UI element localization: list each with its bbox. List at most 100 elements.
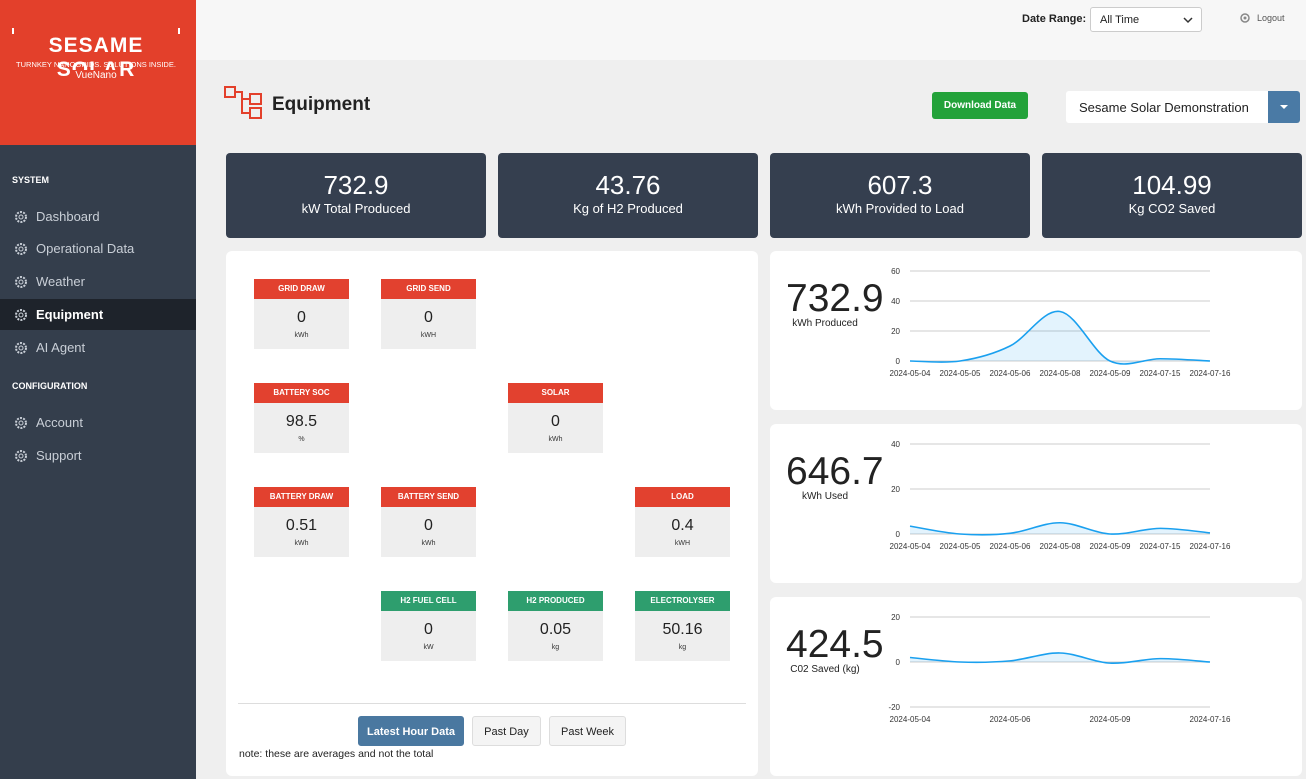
y-tick-label: 0 xyxy=(896,357,901,366)
tile-header: BATTERY DRAW xyxy=(254,487,349,507)
icon-ring xyxy=(15,417,27,429)
x-tick-label: 2024-05-06 xyxy=(990,369,1031,378)
stat-label: kWh Provided to Load xyxy=(836,201,964,216)
caret xyxy=(1280,105,1288,109)
x-tick-label: 2024-05-06 xyxy=(990,715,1031,724)
chart-total: 424.5 xyxy=(786,623,884,666)
nav-item[interactable]: AI Agent xyxy=(36,340,86,355)
icon-ring xyxy=(15,211,27,223)
tile-unit: % xyxy=(298,436,305,443)
nav-heading: SYSTEM xyxy=(12,175,50,185)
tile-header: GRID DRAW xyxy=(254,279,349,299)
stat-card: 607.3 kWh Provided to Load xyxy=(770,153,1030,238)
site-select[interactable]: Sesame Solar Demonstration xyxy=(1066,91,1300,123)
site-toggle[interactable] xyxy=(1268,91,1300,123)
equipment-tile: GRID SEND 0 kWH xyxy=(381,279,476,349)
range-button[interactable]: Past Day xyxy=(472,716,541,746)
stat-label: Kg of H2 Produced xyxy=(573,201,683,216)
nav-item[interactable]: Operational Data xyxy=(36,241,135,256)
line xyxy=(909,652,1211,665)
equipment-tile: LOAD 0.4 kWH xyxy=(635,487,730,557)
download-button[interactable]: Download Data xyxy=(932,92,1028,119)
equipment-icon xyxy=(224,86,262,119)
nav-active xyxy=(0,299,196,330)
x-tick-label: 2024-05-04 xyxy=(890,542,931,551)
x-tick-label: 2024-07-16 xyxy=(1190,369,1231,378)
range-button[interactable]: Past Week xyxy=(549,716,626,746)
y-tick-label: -20 xyxy=(888,703,900,712)
logout[interactable]: Logout xyxy=(1257,13,1285,23)
area xyxy=(910,652,1210,664)
x-tick-label: 2024-05-08 xyxy=(1040,542,1081,551)
stat-value: 607.3 xyxy=(867,170,933,200)
y-tick-label: 40 xyxy=(891,297,900,306)
logout-icon xyxy=(1240,13,1250,23)
tile-header: SOLAR xyxy=(508,383,603,403)
y-tick-label: 40 xyxy=(891,440,900,449)
y-tick-label: 60 xyxy=(891,267,900,276)
equipment-tile: H2 FUEL CELL 0 kW xyxy=(381,591,476,661)
tile-header: ELECTROLYSER xyxy=(635,591,730,611)
nav-icon xyxy=(15,243,27,255)
icon-core xyxy=(18,420,24,426)
logo-tagline: TURNKEY NANOGRIDS. SOLUTIONS INSIDE. xyxy=(16,60,176,69)
chart-card: 732.9 kWh Produced 0 20 40 60 2024-05-04 2024-0… xyxy=(770,251,1302,410)
nav-icon xyxy=(15,309,27,321)
chart-card: 424.5 C02 Saved (kg) -20 0 20 2024-05-04 2024-… xyxy=(770,597,1302,776)
tile-unit: kWH xyxy=(674,540,691,547)
nav-heading: CONFIGURATION xyxy=(12,381,88,391)
nav-item[interactable]: Account xyxy=(36,415,83,430)
tile-value: 98.5 xyxy=(285,413,318,430)
nav-item[interactable]: Weather xyxy=(36,274,85,289)
logo: SESAME SOLAR TURNKEY NANOGRIDS. SOLUTION… xyxy=(0,0,196,145)
tile-header: H2 PRODUCED xyxy=(508,591,603,611)
line xyxy=(909,521,1211,536)
tile-value: 0 xyxy=(424,517,433,534)
tile-header: GRID SEND xyxy=(381,279,476,299)
x-tick-label: 2024-05-09 xyxy=(1090,369,1131,378)
icon-core xyxy=(18,214,24,220)
nav-icon xyxy=(15,276,27,288)
icon-core xyxy=(18,312,24,318)
equipment-tile: BATTERY SOC 98.5% xyxy=(254,383,349,453)
stat-label: kW Total Produced xyxy=(301,201,411,216)
equipment-tile: ELECTROLYSER 50.16 kg xyxy=(635,591,730,661)
tile-unit: kWh xyxy=(548,436,563,443)
date-range-select[interactable]: All Time xyxy=(1090,7,1202,32)
y-tick-label: 0 xyxy=(896,530,901,539)
area xyxy=(910,311,1210,364)
date-range-label: Date Range: xyxy=(1022,13,1087,25)
x-tick-label: 2024-07-16 xyxy=(1190,542,1231,551)
y-tick-label: 20 xyxy=(891,327,900,336)
icon-ring xyxy=(15,243,27,255)
tile-value: 0.4 xyxy=(671,517,694,534)
stat-label: Kg CO2 Saved xyxy=(1128,201,1216,216)
range-button[interactable]: Latest Hour Data xyxy=(358,716,464,746)
chevron xyxy=(1183,17,1193,24)
tile-value: 0 xyxy=(297,309,306,326)
stat-card: 104.99 Kg CO2 Saved xyxy=(1042,153,1302,238)
divider xyxy=(238,703,746,704)
icon-ring xyxy=(15,342,27,354)
x-tick-label: 2024-05-04 xyxy=(890,715,931,724)
nav-item[interactable]: Equipment xyxy=(36,307,104,322)
nav-item[interactable]: Support xyxy=(36,448,82,463)
tile-unit: kW xyxy=(423,644,434,651)
y-tick-label: 20 xyxy=(891,485,900,494)
icon-core xyxy=(18,345,24,351)
tile-unit: kWh xyxy=(421,540,436,547)
tile-header: BATTERY SEND xyxy=(381,487,476,507)
stat-value: 104.99 xyxy=(1132,170,1212,200)
x-tick-label: 2024-05-09 xyxy=(1090,715,1131,724)
tile-unit: kg xyxy=(551,644,560,651)
tile-value: 0 xyxy=(424,309,433,326)
chart-caption: kWh Produced xyxy=(792,318,858,329)
icon-ring xyxy=(15,276,27,288)
icon-core xyxy=(18,279,24,285)
nav-item[interactable]: Dashboard xyxy=(36,209,100,224)
x-tick-label: 2024-07-16 xyxy=(1190,715,1231,724)
page-title: Equipment xyxy=(272,94,371,115)
chart-total: 646.7 xyxy=(786,450,884,493)
